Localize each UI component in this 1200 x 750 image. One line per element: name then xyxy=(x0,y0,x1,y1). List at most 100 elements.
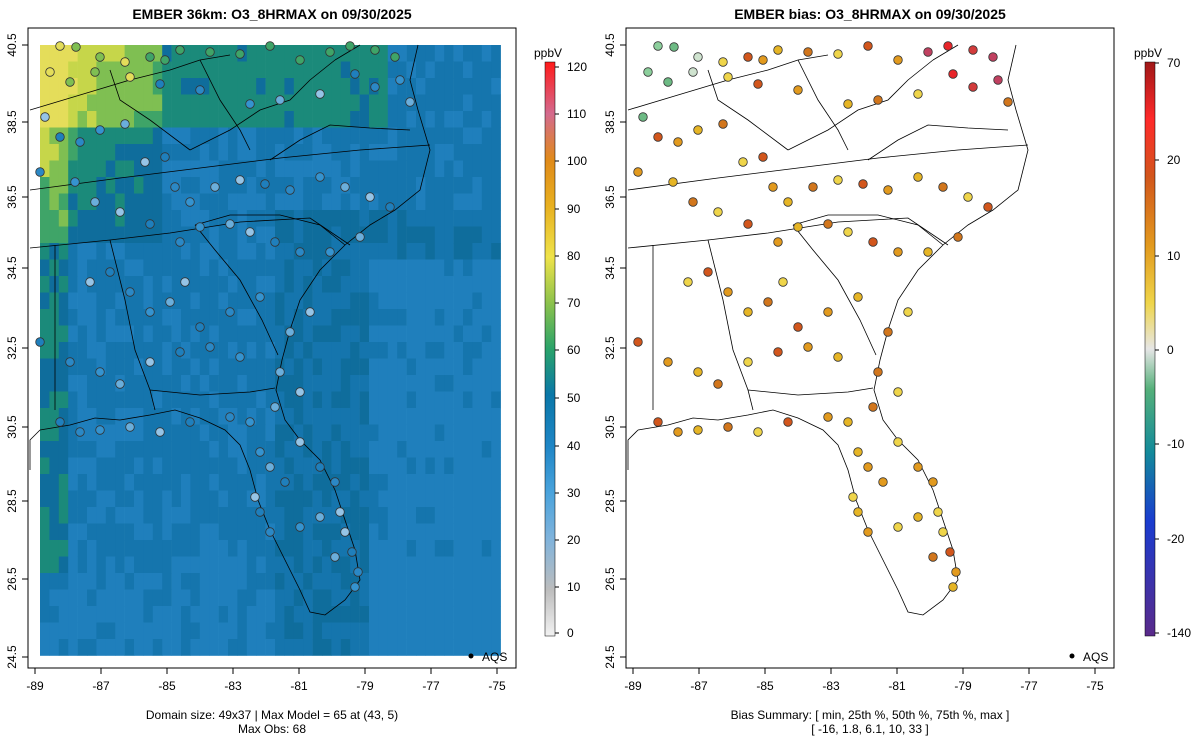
model-grid-cell xyxy=(237,540,248,557)
model-grid-cell xyxy=(68,622,78,640)
model-grid-cell xyxy=(218,177,229,194)
model-grid-cell xyxy=(162,177,172,194)
model-grid-cell xyxy=(434,144,445,161)
x-tick-label: -83 xyxy=(822,679,840,693)
model-grid-cell xyxy=(397,441,407,458)
model-grid-cell xyxy=(265,94,276,112)
model-grid-cell xyxy=(265,474,276,491)
model-grid-cell xyxy=(199,292,210,310)
model-grid-cell xyxy=(275,193,285,211)
model-grid-cell xyxy=(340,276,351,293)
model-grid-cell xyxy=(49,243,60,260)
model-grid-cell xyxy=(87,639,97,656)
model-grid-cell xyxy=(425,111,436,128)
model-grid-cell xyxy=(49,523,60,541)
model-grid-cell xyxy=(77,276,88,293)
model-grid-cell xyxy=(359,61,370,79)
station-marker xyxy=(863,41,873,51)
model-grid-cell xyxy=(472,325,483,343)
y-tick-label: 38.5 xyxy=(603,110,617,134)
station-marker xyxy=(688,67,698,77)
station-marker xyxy=(743,307,753,317)
station-marker xyxy=(858,179,868,189)
model-grid-cell xyxy=(134,507,144,524)
model-grid-cell xyxy=(491,375,501,392)
model-grid-cell xyxy=(359,556,370,574)
model-grid-cell xyxy=(369,639,379,656)
model-grid-cell xyxy=(152,127,163,145)
model-grid-cell xyxy=(340,408,351,425)
model-grid-cell xyxy=(293,490,304,508)
model-grid-cell xyxy=(303,111,313,128)
y-tick-label: 36.5 xyxy=(603,185,617,209)
model-grid-cell xyxy=(284,243,295,260)
model-grid-cell xyxy=(218,243,229,260)
model-grid-cell xyxy=(87,622,97,640)
model-grid-cell xyxy=(218,507,229,524)
model-grid-cell xyxy=(425,457,436,475)
model-grid-cell xyxy=(378,507,389,524)
model-grid-cell xyxy=(322,78,332,95)
model-grid-cell xyxy=(228,325,238,343)
station-marker xyxy=(893,522,903,532)
model-grid-cell xyxy=(369,127,379,145)
model-grid-cell xyxy=(152,474,163,491)
model-grid-cell xyxy=(162,573,172,590)
station-marker xyxy=(75,427,85,437)
model-grid-cell xyxy=(453,193,464,211)
model-grid-cell xyxy=(143,540,154,557)
model-grid-cell xyxy=(491,309,501,326)
model-grid-cell xyxy=(40,226,50,244)
model-grid-cell xyxy=(152,226,163,244)
model-grid-cell xyxy=(152,259,163,277)
model-grid-cell xyxy=(284,45,295,62)
model-grid-cell xyxy=(181,474,191,491)
model-grid-cell xyxy=(378,210,389,227)
model-grid-cell xyxy=(265,144,276,161)
model-grid-cell xyxy=(322,375,332,392)
station-marker xyxy=(295,437,305,447)
model-grid-cell xyxy=(162,160,172,178)
model-grid-cell xyxy=(416,523,426,541)
model-grid-cell xyxy=(105,144,116,161)
model-grid-cell xyxy=(87,210,97,227)
model-grid-cell xyxy=(340,639,351,656)
model-grid-cell xyxy=(152,375,163,392)
model-grid-cell xyxy=(481,78,492,95)
station-marker xyxy=(385,202,395,212)
model-grid-cell xyxy=(265,111,276,128)
station-marker xyxy=(165,297,175,307)
model-grid-cell xyxy=(434,606,445,623)
model-grid-cell xyxy=(491,177,501,194)
model-grid-cell xyxy=(481,391,492,409)
model-grid-cell xyxy=(256,259,266,277)
model-grid-cell xyxy=(256,243,266,260)
model-grid-cell xyxy=(181,408,191,425)
model-grid-cell xyxy=(359,639,370,656)
model-grid-cell xyxy=(190,210,201,227)
model-grid-cell xyxy=(256,424,266,442)
model-grid-cell xyxy=(265,61,276,79)
model-grid-cell xyxy=(218,490,229,508)
model-grid-cell xyxy=(190,309,201,326)
model-grid-cell xyxy=(68,358,78,376)
station-marker xyxy=(953,232,963,242)
station-marker xyxy=(95,367,105,377)
model-grid-cell xyxy=(425,490,436,508)
model-grid-cell xyxy=(237,474,248,491)
model-grid-cell xyxy=(87,111,97,128)
station-marker xyxy=(370,45,380,55)
model-grid-cell xyxy=(190,556,201,574)
model-grid-cell xyxy=(425,441,436,458)
y-tick-label: 34.5 xyxy=(5,256,19,280)
model-grid-cell xyxy=(444,177,454,194)
model-grid-cell xyxy=(134,111,144,128)
station-marker xyxy=(55,132,65,142)
model-grid-cell xyxy=(171,622,182,640)
state-boundary-line xyxy=(194,214,346,246)
model-grid-cell xyxy=(322,292,332,310)
model-grid-cell xyxy=(331,193,342,211)
station-marker xyxy=(335,507,345,517)
station-marker xyxy=(863,527,873,537)
model-grid-cell xyxy=(350,457,360,475)
